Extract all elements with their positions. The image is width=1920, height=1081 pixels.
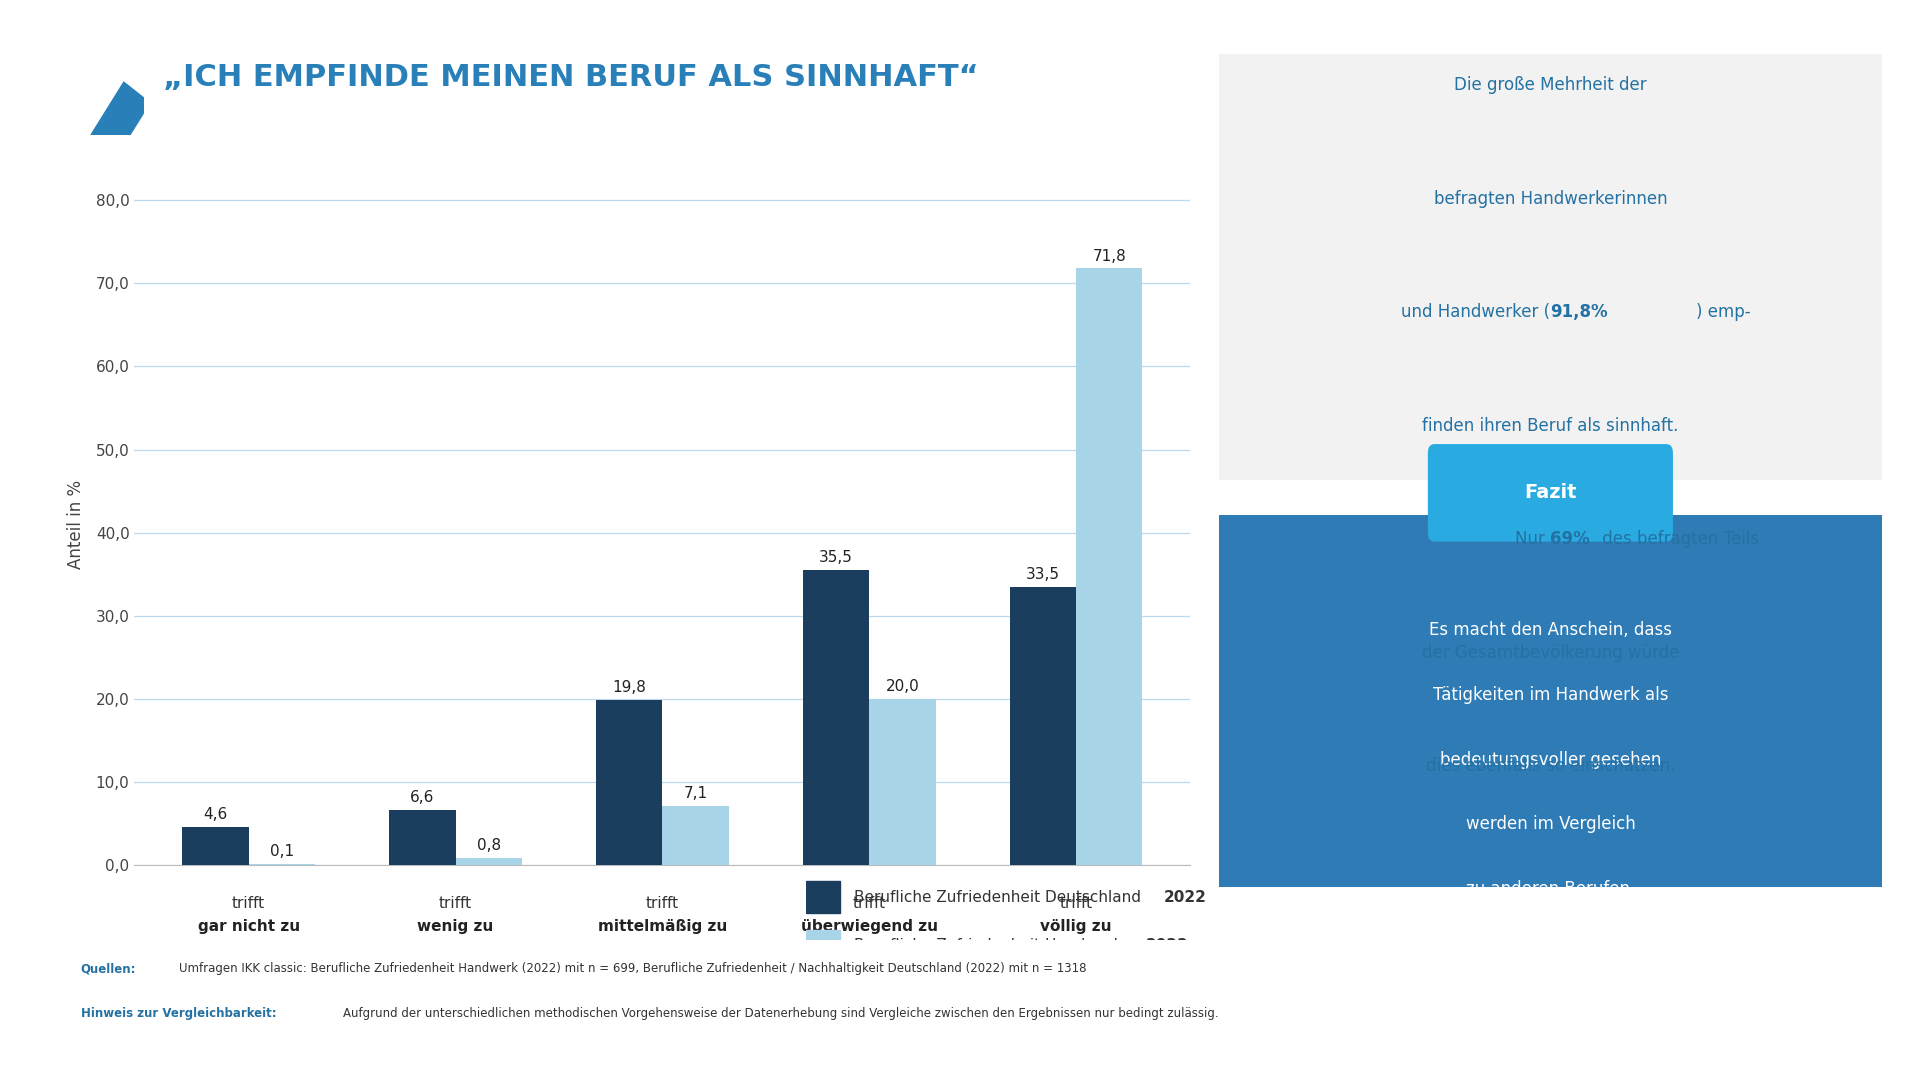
- Bar: [390, 810, 455, 865]
- Bar: [1010, 587, 1077, 865]
- FancyBboxPatch shape: [35, 938, 1233, 1051]
- Text: Fazit: Fazit: [1524, 483, 1576, 503]
- Text: ) emp-: ) emp-: [1695, 303, 1751, 321]
- Text: und Handwerker (: und Handwerker (: [1402, 303, 1551, 321]
- Text: Die große Mehrheit der: Die große Mehrheit der: [1453, 76, 1647, 94]
- FancyBboxPatch shape: [1219, 515, 1882, 888]
- Bar: [1077, 268, 1142, 865]
- Text: 91,8%: 91,8%: [1551, 303, 1609, 321]
- Text: finden ihren Beruf als sinnhaft.: finden ihren Beruf als sinnhaft.: [1423, 416, 1678, 435]
- Text: 2022: 2022: [1164, 890, 1208, 905]
- Bar: [662, 805, 728, 865]
- Text: 2022: 2022: [1144, 938, 1188, 953]
- Text: werden im Vergleich: werden im Vergleich: [1465, 815, 1636, 833]
- Bar: [806, 881, 841, 913]
- Text: 0,8: 0,8: [476, 838, 501, 853]
- Polygon shape: [84, 144, 111, 166]
- Y-axis label: Anteil in %: Anteil in %: [67, 480, 84, 569]
- FancyBboxPatch shape: [1219, 54, 1882, 480]
- Bar: [870, 698, 935, 865]
- Text: trifft: trifft: [232, 896, 265, 911]
- Text: Es macht den Anschein, dass: Es macht den Anschein, dass: [1428, 622, 1672, 639]
- Text: gar nicht zu: gar nicht zu: [198, 919, 300, 934]
- Text: 4,6: 4,6: [204, 806, 228, 822]
- Text: zu anderen Berufen.: zu anderen Berufen.: [1465, 880, 1636, 898]
- Text: 69%: 69%: [1551, 530, 1590, 548]
- Text: 35,5: 35,5: [820, 550, 852, 565]
- Text: trifft: trifft: [1060, 896, 1092, 911]
- Bar: [803, 570, 870, 865]
- Text: Nur: Nur: [1515, 530, 1551, 548]
- Text: 20,0: 20,0: [885, 679, 920, 694]
- Text: trifft: trifft: [852, 896, 885, 911]
- Text: „ICH EMPFINDE MEINEN BERUF ALS SINNHAFT“: „ICH EMPFINDE MEINEN BERUF ALS SINNHAFT“: [163, 63, 979, 92]
- Text: wenig zu: wenig zu: [417, 919, 493, 934]
- Text: Berufliche Zufriedenheit Handwerk: Berufliche Zufriedenheit Handwerk: [854, 938, 1127, 953]
- Bar: [806, 930, 841, 962]
- Text: Quellen:: Quellen:: [81, 962, 136, 975]
- Text: überwiegend zu: überwiegend zu: [801, 919, 937, 934]
- Text: der Gesamtbevölkerung würde: der Gesamtbevölkerung würde: [1421, 643, 1680, 662]
- Text: 33,5: 33,5: [1025, 566, 1060, 582]
- Text: 0,1: 0,1: [269, 844, 294, 859]
- Text: Aufgrund der unterschiedlichen methodischen Vorgehensweise der Datenerhebung sin: Aufgrund der unterschiedlichen methodisc…: [344, 1007, 1219, 1020]
- Bar: [182, 827, 248, 865]
- FancyBboxPatch shape: [1428, 444, 1672, 542]
- Text: 7,1: 7,1: [684, 786, 708, 801]
- Text: trifft: trifft: [645, 896, 680, 911]
- Text: Umfragen IKK classic: Berufliche Zufriedenheit Handwerk (2022) mit n = 699, Beru: Umfragen IKK classic: Berufliche Zufried…: [179, 962, 1087, 975]
- Text: 19,8: 19,8: [612, 680, 647, 695]
- Text: befragten Handwerkerinnen: befragten Handwerkerinnen: [1434, 189, 1667, 208]
- Text: des befragten Teils: des befragten Teils: [1597, 530, 1759, 548]
- Text: Berufliche Zufriedenheit Deutschland: Berufliche Zufriedenheit Deutschland: [854, 890, 1146, 905]
- Text: 71,8: 71,8: [1092, 249, 1127, 264]
- Text: Hinweis zur Vergleichbarkeit:: Hinweis zur Vergleichbarkeit:: [81, 1007, 276, 1020]
- Text: 6,6: 6,6: [411, 790, 434, 805]
- Bar: [455, 858, 522, 865]
- Polygon shape: [84, 80, 152, 166]
- Text: dies ebenfalls so einschätzen.: dies ebenfalls so einschätzen.: [1427, 757, 1674, 775]
- Text: trifft: trifft: [440, 896, 472, 911]
- Text: völlig zu: völlig zu: [1041, 919, 1112, 934]
- Text: bedeutungsvoller gesehen: bedeutungsvoller gesehen: [1440, 751, 1661, 769]
- Text: mittelmäßig zu: mittelmäßig zu: [597, 919, 728, 934]
- Bar: [597, 700, 662, 865]
- Text: Tätigkeiten im Handwerk als: Tätigkeiten im Handwerk als: [1432, 686, 1668, 704]
